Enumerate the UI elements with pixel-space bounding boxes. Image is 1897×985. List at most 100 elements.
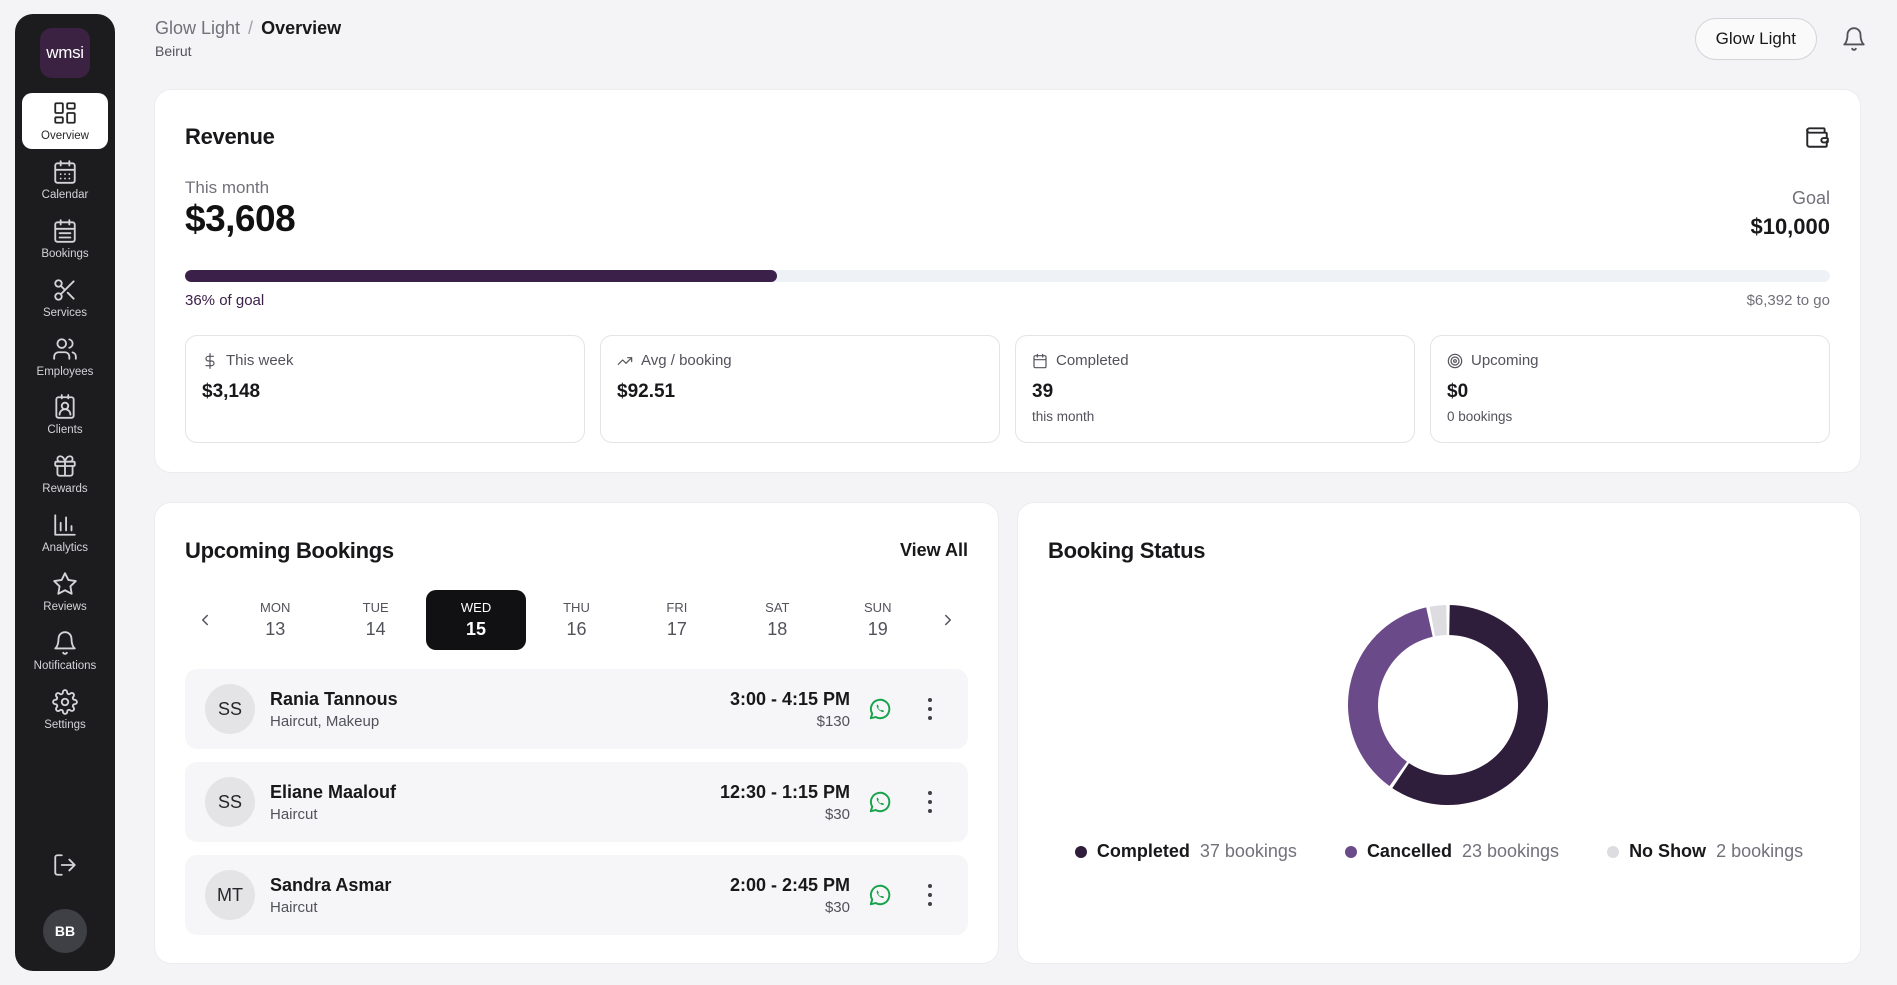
sidebar-item-label: Bookings	[41, 247, 89, 260]
booking-status-legend: Completed 37 bookings Cancelled 23 booking…	[1018, 841, 1860, 862]
more-options-button[interactable]	[922, 791, 938, 813]
whatsapp-button[interactable]	[867, 789, 893, 815]
day-name: SAT	[765, 600, 790, 615]
trend-up-icon	[617, 356, 633, 365]
whatsapp-button[interactable]	[867, 696, 893, 722]
revenue-title: Revenue	[185, 124, 275, 149]
breadcrumb-separator: /	[248, 18, 254, 38]
sidebar-item-label: Analytics	[41, 542, 89, 555]
star-icon	[53, 572, 77, 595]
sidebar-item-reviews[interactable]: Reviews	[22, 564, 108, 620]
user-avatar[interactable]: BB	[43, 909, 87, 953]
whatsapp-icon	[869, 791, 891, 813]
more-options-button[interactable]	[922, 698, 938, 720]
legend-dot	[1607, 845, 1620, 858]
app-logo[interactable]: wmsi	[40, 28, 90, 78]
sidebar-footer: BB	[43, 852, 87, 953]
sidebar-item-analytics[interactable]: Analytics	[22, 505, 108, 561]
booking-row[interactable]: SS Rania Tannous Haircut, Makeup 3:00 - 4…	[185, 669, 968, 749]
day-name: FRI	[666, 600, 688, 615]
client-avatar: SS	[205, 684, 255, 734]
sidebar-item-services[interactable]: Services	[22, 270, 108, 326]
whatsapp-button[interactable]	[867, 882, 893, 908]
chevron-left-icon	[202, 614, 208, 626]
day-name: WED	[460, 600, 492, 615]
calendar-grid-icon	[54, 219, 76, 243]
this-month-value: $3,608	[185, 198, 296, 239]
sidebar-item-bookings[interactable]: Bookings	[22, 211, 108, 267]
day-name: TUE	[362, 600, 389, 615]
sidebar-item-rewards[interactable]: Rewards	[22, 446, 108, 502]
day-mon[interactable]: MON 13	[225, 590, 325, 650]
chevron-right-icon	[944, 614, 951, 626]
contact-icon	[55, 394, 75, 420]
stat-label: This week	[226, 352, 294, 369]
gear-icon	[52, 689, 78, 715]
booking-row[interactable]: MT Sandra Asmar Haircut 2:00 - 2:45 PM $30	[185, 855, 968, 935]
breadcrumb: Glow Light / Overview	[155, 18, 1867, 39]
location-label: Beirut	[155, 43, 192, 59]
legend-label: No Show	[1629, 841, 1707, 861]
breadcrumb-parent[interactable]: Glow Light	[155, 18, 241, 38]
stat-label: Avg / booking	[641, 352, 732, 369]
donut-slice-completed	[1392, 605, 1548, 805]
day-sat[interactable]: SAT 18	[727, 590, 827, 650]
sidebar-item-clients[interactable]: Clients	[22, 387, 108, 443]
day-wed[interactable]: WED 15	[425, 590, 527, 650]
view-all-link[interactable]: View All	[899, 540, 968, 560]
client-avatar: SS	[205, 777, 255, 827]
booking-row[interactable]: SS Eliane Maalouf Haircut 12:30 - 1:15 PM…	[185, 762, 968, 842]
upcoming-bookings-card: Upcoming Bookings View All MON 13 TUE 14 W…	[155, 503, 998, 963]
day-tue[interactable]: TUE 14	[325, 590, 425, 650]
page-header: Glow Light / Overview Beirut Glow Light	[155, 18, 1867, 64]
goal-progress-fill	[185, 270, 778, 282]
booking-list: SS Rania Tannous Haircut, Makeup 3:00 - 4…	[185, 669, 968, 948]
logout-button[interactable]	[52, 852, 78, 883]
this-month-label: This month	[185, 178, 270, 197]
stat-upcoming: Upcoming $0 0 bookings	[1430, 335, 1830, 443]
whatsapp-icon	[869, 698, 891, 720]
stat-value: $92.51	[617, 381, 676, 402]
sidebar-item-label: Calendar	[41, 188, 89, 201]
sidebar-item-label: Notifications	[33, 660, 97, 673]
bell-icon	[1843, 27, 1865, 51]
legend-count: 37 bookings	[1199, 841, 1297, 861]
booking-price: $30	[824, 898, 850, 916]
sidebar-item-settings[interactable]: Settings	[22, 682, 108, 738]
legend-item-completed: Completed 37 bookings	[1074, 841, 1297, 862]
business-switcher-button[interactable]: Glow Light	[1694, 18, 1817, 60]
sidebar-item-employees[interactable]: Employees	[22, 329, 108, 385]
day-date: 15	[466, 619, 487, 639]
sidebar-item-label: Employees	[36, 365, 94, 378]
day-sun[interactable]: SUN 19	[828, 590, 928, 650]
booking-services: Haircut, Makeup	[270, 712, 380, 730]
grid-icon	[54, 102, 76, 124]
sidebar-item-label: Clients	[47, 424, 83, 437]
donut-slice-no-show	[1429, 605, 1447, 637]
stat-avg-booking: Avg / booking $92.51	[600, 335, 1000, 443]
calendar-icon	[1033, 353, 1047, 368]
bell-icon	[54, 631, 76, 655]
more-options-button[interactable]	[922, 884, 938, 906]
notifications-button[interactable]	[1841, 26, 1867, 52]
sidebar-item-calendar[interactable]: Calendar	[22, 152, 108, 208]
day-thu[interactable]: THU 16	[526, 590, 626, 650]
client-name: Eliane Maalouf	[270, 781, 397, 802]
next-week-button[interactable]	[928, 611, 968, 629]
booking-status-donut	[1348, 605, 1548, 805]
legend-dot	[1344, 845, 1357, 858]
logout-icon	[54, 854, 76, 876]
sidebar: wmsi Overview Calendar Bookings Services…	[15, 14, 115, 971]
sidebar-item-label: Services	[42, 306, 88, 319]
day-fri[interactable]: FRI 17	[627, 590, 727, 650]
stat-label: Upcoming	[1471, 352, 1539, 369]
sidebar-item-overview[interactable]: Overview	[22, 93, 108, 149]
client-name: Rania Tannous	[270, 688, 398, 709]
sidebar-item-notifications[interactable]: Notifications	[22, 623, 108, 679]
booking-status-card: Booking Status Completed 37 bookings Canc…	[1018, 503, 1860, 963]
booking-price: $130	[816, 712, 850, 730]
prev-week-button[interactable]	[185, 611, 225, 629]
scissors-icon	[54, 279, 75, 301]
day-date: 14	[365, 619, 386, 639]
goal-percent-label: 36% of goal	[185, 292, 265, 309]
